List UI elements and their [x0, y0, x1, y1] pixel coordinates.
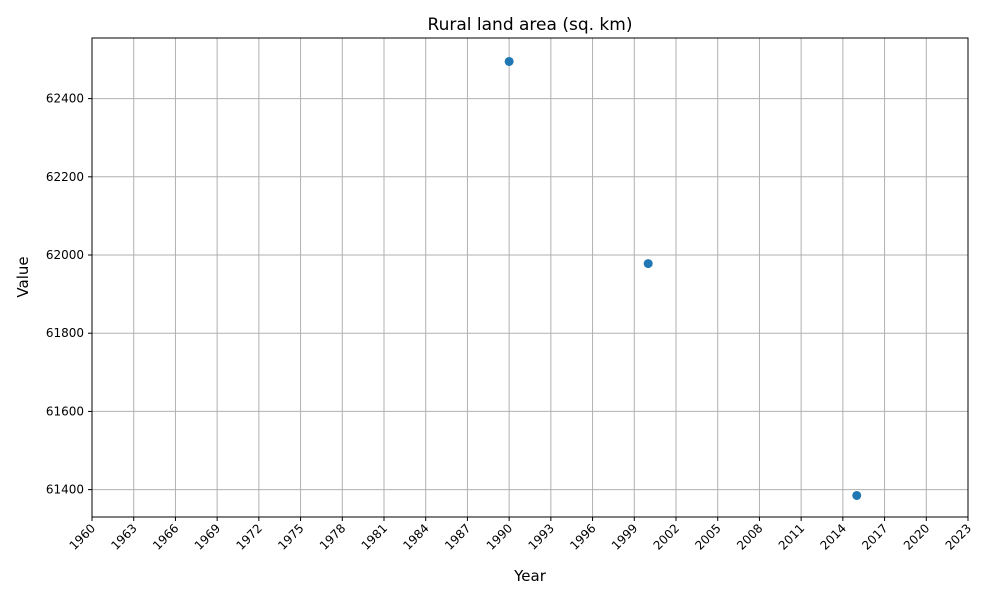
y-tick-label: 62200	[46, 170, 84, 184]
y-axis-label: Value	[14, 256, 32, 297]
data-point	[643, 259, 653, 269]
y-tick-label: 62000	[46, 248, 84, 262]
chart-title: Rural land area (sq. km)	[428, 15, 633, 35]
data-point	[504, 56, 514, 66]
y-tick-label: 61400	[46, 483, 84, 497]
x-axis-label: Year	[513, 567, 547, 585]
data-point	[852, 490, 862, 500]
y-tick-label: 62400	[46, 92, 84, 106]
data-points	[504, 56, 862, 500]
y-axis-ticks: 61400 61600 61800 62000 62200 62400	[46, 92, 92, 497]
y-tick-label: 61600	[46, 404, 84, 418]
grid-lines	[91, 38, 969, 517]
y-tick-label: 61800	[46, 326, 84, 340]
plot-frame	[91, 37, 969, 518]
